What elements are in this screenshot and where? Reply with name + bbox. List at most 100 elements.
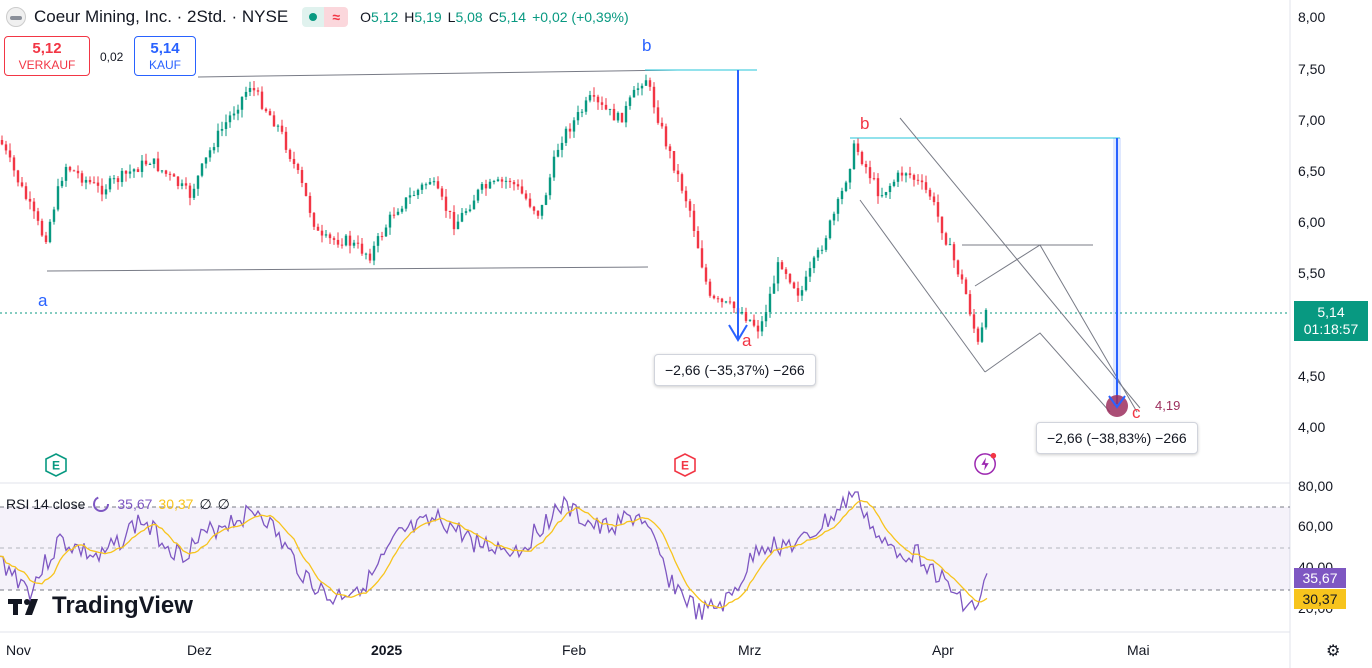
candle-body bbox=[948, 244, 952, 246]
candle-body bbox=[712, 295, 716, 299]
candle-body bbox=[268, 111, 272, 116]
wave-label-b[interactable]: b bbox=[642, 36, 652, 55]
candle-body bbox=[808, 268, 812, 277]
candle-body bbox=[160, 170, 164, 172]
candle-body bbox=[548, 177, 552, 196]
candle-body bbox=[652, 86, 656, 108]
candle-body bbox=[976, 328, 980, 342]
symbol-title[interactable]: Coeur Mining, Inc. · 2Std. · NYSE bbox=[34, 7, 289, 26]
candle-body bbox=[92, 182, 96, 184]
rsi-tick: 60,00 bbox=[1298, 518, 1334, 534]
projection-path-2[interactable] bbox=[984, 332, 1111, 413]
candle-body bbox=[368, 253, 372, 261]
sell-label: VERKAUF bbox=[18, 58, 76, 72]
rsi-ma-tag: 30,37 bbox=[1294, 589, 1346, 609]
wave-label-c-red[interactable]: c bbox=[1132, 403, 1141, 422]
candle-body bbox=[248, 88, 252, 92]
candle-body bbox=[480, 184, 484, 190]
candle-body bbox=[864, 164, 868, 168]
candle-body bbox=[584, 100, 588, 112]
candle-body bbox=[816, 249, 820, 258]
candle-body bbox=[788, 273, 792, 283]
resistance-line[interactable] bbox=[197, 69, 679, 78]
candle-body bbox=[144, 160, 148, 165]
candle-body bbox=[696, 231, 700, 249]
candle-body bbox=[892, 181, 896, 186]
candle-body bbox=[608, 108, 612, 110]
rsi-label[interactable]: RSI 14 close bbox=[6, 496, 86, 512]
channel-upper[interactable] bbox=[899, 117, 1141, 409]
wave-label-b-red[interactable]: b bbox=[860, 114, 870, 133]
candle-body bbox=[44, 235, 48, 243]
candle-body bbox=[616, 112, 620, 121]
candle-body bbox=[856, 143, 860, 152]
wave-label-a[interactable]: a bbox=[38, 291, 48, 310]
candle-body bbox=[0, 140, 4, 145]
candle-body bbox=[780, 262, 784, 270]
market-status-badges[interactable]: ≈ bbox=[302, 7, 349, 27]
lightning-dividend-icon[interactable] bbox=[974, 452, 998, 476]
candle-body bbox=[416, 189, 420, 196]
candle-body bbox=[832, 213, 836, 221]
candle-body bbox=[52, 209, 56, 222]
candle-body bbox=[540, 204, 544, 216]
buy-button[interactable]: 5,14 KAUF bbox=[134, 36, 196, 76]
candle-body bbox=[956, 260, 960, 275]
candle-body bbox=[936, 202, 940, 217]
candle-body bbox=[612, 108, 616, 121]
candle-body bbox=[348, 235, 352, 246]
candle-body bbox=[664, 126, 668, 147]
settings-gear-icon[interactable]: ⚙ bbox=[1326, 643, 1341, 660]
candle-body bbox=[700, 248, 704, 268]
candle-body bbox=[264, 108, 268, 112]
time-tick: Dez bbox=[187, 642, 212, 658]
candle-body bbox=[308, 195, 312, 213]
tradingview-logo[interactable]: TradingView bbox=[8, 592, 193, 620]
candle-body bbox=[72, 170, 76, 172]
candle-body bbox=[592, 95, 596, 97]
delay-wave-icon[interactable]: ≈ bbox=[324, 7, 349, 27]
rsi-tick: 80,00 bbox=[1298, 478, 1334, 494]
candle-body bbox=[296, 164, 300, 171]
candle-body bbox=[852, 143, 856, 170]
candle-body bbox=[756, 325, 760, 332]
candle-body bbox=[36, 211, 40, 221]
candle-body bbox=[456, 221, 460, 230]
candle-body bbox=[200, 163, 204, 176]
sell-price: 5,12 bbox=[32, 40, 62, 57]
candle-body bbox=[188, 185, 192, 198]
earnings-e-icon[interactable]: E bbox=[673, 453, 697, 477]
candle-body bbox=[124, 170, 128, 174]
channel-lower[interactable] bbox=[859, 199, 986, 373]
candle-body bbox=[64, 166, 68, 181]
candle-body bbox=[868, 167, 872, 179]
candle-body bbox=[512, 182, 516, 185]
candle-body bbox=[364, 253, 368, 255]
candle-body bbox=[888, 185, 892, 193]
candle-body bbox=[740, 312, 744, 314]
open-value: 5,12 bbox=[371, 9, 399, 25]
candle-body bbox=[964, 279, 968, 295]
buy-price: 5,14 bbox=[150, 40, 180, 57]
candle-body bbox=[196, 175, 200, 189]
candle-body bbox=[796, 288, 800, 296]
candle-body bbox=[600, 102, 604, 105]
support-line[interactable] bbox=[46, 266, 649, 272]
candle-body bbox=[156, 158, 160, 171]
market-open-dot-icon[interactable] bbox=[302, 7, 325, 27]
projection-path-1[interactable] bbox=[974, 244, 1138, 413]
candle-body bbox=[900, 172, 904, 176]
earnings-e-icon[interactable]: E bbox=[44, 453, 68, 477]
candle-body bbox=[252, 88, 256, 91]
candle-body bbox=[792, 282, 796, 289]
candle-body bbox=[216, 130, 220, 148]
candle-body bbox=[12, 157, 16, 171]
sell-button[interactable]: 5,12 VERKAUF bbox=[4, 36, 90, 76]
candle-body bbox=[680, 174, 684, 191]
candle-body bbox=[528, 198, 532, 207]
candle-body bbox=[752, 319, 756, 326]
candle-body bbox=[464, 211, 468, 213]
candle-body bbox=[668, 146, 672, 151]
wave-label-a-red[interactable]: a bbox=[742, 331, 752, 350]
